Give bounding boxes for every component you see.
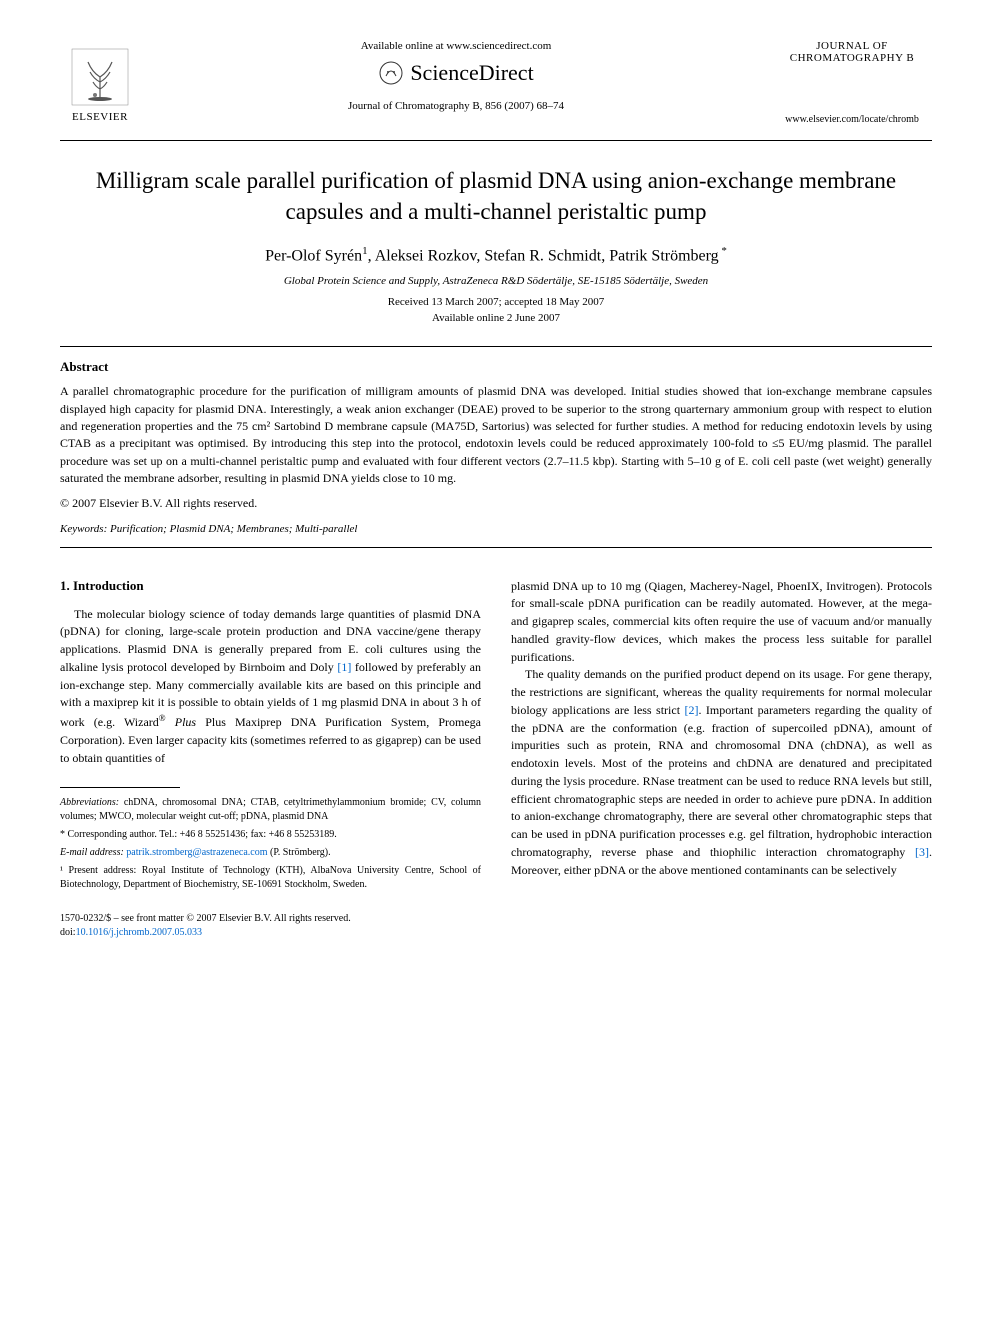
intro-paragraph-2: plasmid DNA up to 10 mg (Qiagen, Machere…: [511, 578, 932, 667]
article-title: Milligram scale parallel purification of…: [60, 165, 932, 227]
email-footnote: E-mail address: patrik.stromberg@astraze…: [60, 846, 481, 860]
reference-link[interactable]: [2]: [684, 703, 698, 717]
present-address-footnote: ¹ Present address: Royal Institute of Te…: [60, 864, 481, 892]
elsevier-tree-icon: [70, 47, 130, 107]
author-name: Per-Olof Syrén: [265, 247, 362, 264]
reference-link[interactable]: [1]: [337, 660, 351, 674]
email-label: E-mail address:: [60, 847, 124, 858]
keywords-text: Purification; Plasmid DNA; Membranes; Mu…: [110, 523, 357, 535]
publisher-name: ELSEVIER: [72, 111, 128, 123]
right-column: plasmid DNA up to 10 mg (Qiagen, Machere…: [511, 578, 932, 941]
intro-paragraph-1: The molecular biology science of today d…: [60, 606, 481, 768]
sciencedirect-text: ScienceDirect: [410, 60, 533, 86]
abbreviations-label: Abbreviations:: [60, 797, 119, 808]
abstract-heading: Abstract: [60, 359, 932, 375]
body-columns: 1. Introduction The molecular biology sc…: [60, 578, 932, 941]
author-superscript: *: [719, 245, 727, 257]
footnote-divider: [60, 787, 180, 788]
body-text-span: . Important parameters regarding the qua…: [511, 703, 932, 859]
keywords-bottom-divider: [60, 547, 932, 548]
email-address[interactable]: patrik.stromberg@astrazeneca.com: [126, 847, 267, 858]
received-date: Received 13 March 2007; accepted 18 May …: [60, 295, 932, 310]
sciencedirect-icon: [378, 60, 404, 86]
author-separator: ,: [368, 247, 375, 264]
registered-mark: ®: [159, 713, 166, 723]
doi-label: doi:: [60, 927, 76, 938]
right-header: JOURNAL OF CHROMATOGRAPHY B www.elsevier…: [772, 40, 932, 125]
journal-name-right: JOURNAL OF CHROMATOGRAPHY B: [772, 40, 932, 64]
abbreviations-text: chDNA, chromosomal DNA; CTAB, cetyltrime…: [60, 797, 481, 822]
introduction-heading: 1. Introduction: [60, 578, 481, 594]
keywords-label: Keywords:: [60, 523, 107, 535]
issn-line: 1570-0232/$ – see front matter © 2007 El…: [60, 912, 481, 926]
journal-citation: Journal of Chromatography B, 856 (2007) …: [140, 100, 772, 112]
abstract-body: A parallel chromatographic procedure for…: [60, 384, 932, 485]
doi-link[interactable]: 10.1016/j.jchromb.2007.05.033: [76, 927, 202, 938]
sciencedirect-logo: ScienceDirect: [140, 60, 772, 86]
author-name: Aleksei Rozkov, Stefan R. Schmidt, Patri…: [375, 247, 719, 264]
available-online-text: Available online at www.sciencedirect.co…: [140, 40, 772, 52]
bottom-info: 1570-0232/$ – see front matter © 2007 El…: [60, 912, 481, 940]
doi-line: doi:10.1016/j.jchromb.2007.05.033: [60, 926, 481, 940]
publisher-logo: ELSEVIER: [60, 40, 140, 130]
authors-list: Per-Olof Syrén1, Aleksei Rozkov, Stefan …: [60, 245, 932, 265]
abstract-copyright: © 2007 Elsevier B.V. All rights reserved…: [60, 496, 932, 511]
article-dates: Received 13 March 2007; accepted 18 May …: [60, 295, 932, 326]
keywords-line: Keywords: Purification; Plasmid DNA; Mem…: [60, 523, 932, 535]
abstract-top-divider: [60, 346, 932, 347]
body-text-span: [166, 715, 175, 729]
email-person: (P. Strömberg).: [267, 847, 330, 858]
reference-link[interactable]: [3]: [915, 845, 929, 859]
corresponding-author-footnote: * Corresponding author. Tel.: +46 8 5525…: [60, 828, 481, 842]
abbreviations-footnote: Abbreviations: chDNA, chromosomal DNA; C…: [60, 796, 481, 824]
left-column: 1. Introduction The molecular biology sc…: [60, 578, 481, 941]
header-divider: [60, 140, 932, 141]
journal-url: www.elsevier.com/locate/chromb: [772, 114, 932, 125]
available-date: Available online 2 June 2007: [60, 311, 932, 326]
email-link[interactable]: patrik.stromberg@astrazeneca.com: [126, 847, 267, 858]
affiliation: Global Protein Science and Supply, Astra…: [60, 275, 932, 287]
abstract-text: A parallel chromatographic procedure for…: [60, 383, 932, 487]
center-header: Available online at www.sciencedirect.co…: [140, 40, 772, 112]
intro-paragraph-3: The quality demands on the purified prod…: [511, 666, 932, 879]
page-header: ELSEVIER Available online at www.science…: [60, 40, 932, 130]
italic-text: Plus: [175, 715, 196, 729]
